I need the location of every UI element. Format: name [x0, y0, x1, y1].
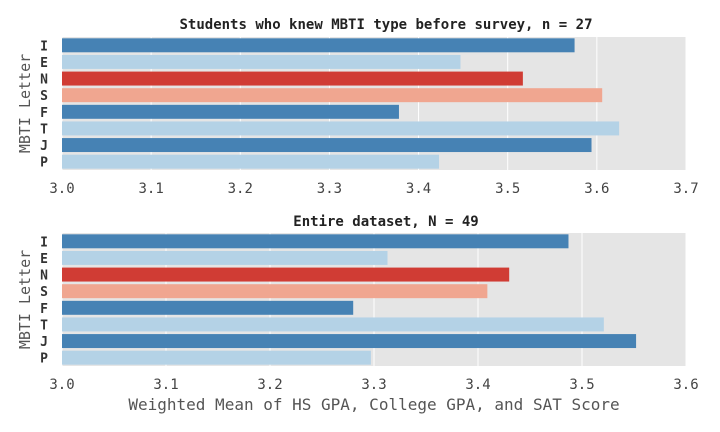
x-tick-label-0-0: 3.0 — [49, 181, 74, 197]
bar-1-P — [62, 350, 371, 365]
bar-1-T — [62, 317, 604, 332]
category-label-0-P: P — [40, 156, 48, 171]
category-label-1-E: E — [40, 252, 48, 267]
x-tick-label-1-2: 3.2 — [257, 377, 282, 393]
category-label-1-P: P — [40, 352, 48, 367]
category-label-1-I: I — [40, 235, 48, 250]
y-axis-label-1: MBTI Letter — [16, 250, 34, 349]
x-tick-label-0-2: 3.2 — [228, 181, 253, 197]
bar-1-J — [62, 334, 637, 349]
x-tick-label-0-3: 3.3 — [317, 181, 342, 197]
bar-0-N — [62, 71, 523, 86]
bar-1-N — [62, 267, 510, 282]
bar-0-I — [62, 38, 575, 53]
category-label-1-F: F — [40, 302, 48, 317]
x-axis-label-1: Weighted Mean of HS GPA, College GPA, an… — [128, 395, 619, 414]
bar-0-J — [62, 138, 592, 153]
chart-title-0: Students who knew MBTI type before surve… — [179, 17, 592, 33]
category-label-1-J: J — [40, 335, 48, 350]
category-label-0-F: F — [40, 106, 48, 121]
bar-1-S — [62, 284, 488, 299]
x-tick-label-1-0: 3.0 — [49, 377, 74, 393]
y-axis-label-0: MBTI Letter — [16, 54, 34, 153]
bar-0-P — [62, 154, 440, 169]
chart-title-1: Entire dataset, N = 49 — [293, 214, 478, 230]
x-tick-label-1-3: 3.3 — [361, 377, 386, 393]
bar-0-F — [62, 104, 399, 119]
category-label-1-S: S — [40, 285, 48, 300]
x-tick-label-1-1: 3.1 — [153, 377, 178, 393]
category-label-0-I: I — [40, 39, 48, 54]
x-tick-label-1-4: 3.4 — [465, 377, 490, 393]
bar-0-E — [62, 54, 461, 69]
x-tick-label-1-5: 3.5 — [569, 377, 594, 393]
x-tick-label-0-7: 3.7 — [673, 181, 698, 197]
category-label-0-J: J — [40, 139, 48, 154]
bar-0-S — [62, 88, 603, 103]
category-label-0-N: N — [40, 73, 48, 88]
bar-1-I — [62, 234, 569, 249]
x-tick-label-0-1: 3.1 — [138, 181, 163, 197]
category-label-1-T: T — [40, 318, 48, 333]
category-label-0-E: E — [40, 56, 48, 71]
x-tick-label-0-5: 3.5 — [495, 181, 520, 197]
category-label-0-S: S — [40, 89, 48, 104]
x-tick-label-0-6: 3.6 — [584, 181, 609, 197]
category-label-0-T: T — [40, 122, 48, 137]
bar-1-F — [62, 300, 354, 315]
category-label-1-N: N — [40, 269, 48, 284]
bar-0-T — [62, 121, 620, 136]
x-tick-label-1-6: 3.6 — [673, 377, 698, 393]
bar-1-E — [62, 250, 388, 265]
x-tick-label-0-4: 3.4 — [406, 181, 431, 197]
